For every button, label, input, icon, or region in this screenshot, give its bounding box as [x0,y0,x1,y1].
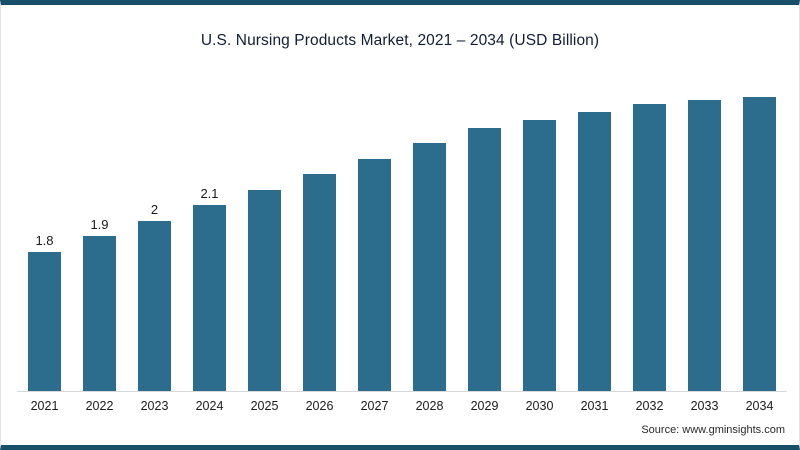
bar-value-label: 2.1 [200,186,219,201]
bar-value-label: 1.9 [90,217,109,232]
source-attribution: Source: www.gminsights.com [641,424,785,436]
bar-column: 1.8 [17,232,72,391]
x-axis-label: 2030 [525,399,554,413]
bar [358,158,391,391]
bar [633,104,666,391]
bar [743,96,776,391]
x-axis-label: 2034 [745,399,774,413]
x-axis-label: 2024 [195,399,224,413]
x-axis-label: 2028 [415,399,444,413]
bar [578,112,611,391]
bar-column [567,93,622,391]
bar [468,127,501,391]
bar [248,189,281,391]
bar-value-label: 1.8 [35,232,54,248]
bar-column [512,101,567,391]
bar-column [677,81,732,391]
bar-column [622,85,677,391]
x-axis-label: 2023 [140,399,169,413]
bar-column [732,78,787,391]
bar [523,119,556,391]
bar [28,251,61,391]
bars: 1.8 1.9 2 2.1 [17,75,787,392]
bar-column: 1.9 [72,217,127,391]
bar [193,205,226,391]
x-axis-label: 2022 [85,399,114,413]
bar-column [347,140,402,391]
bar-column [457,109,512,391]
x-axis-label: 2031 [580,399,609,413]
x-axis-label: 2032 [635,399,664,413]
bar [138,220,171,391]
bar-column [292,155,347,391]
bar-column: 2.1 [182,186,237,391]
x-axis-label: 2025 [250,399,279,413]
x-axis-label: 2027 [360,399,389,413]
x-axis-label: 2021 [30,399,59,413]
bar-column: 2 [127,201,182,391]
bar [83,236,116,391]
bar-column [402,124,457,391]
x-axis-label: 2026 [305,399,334,413]
bar-value-label: 2 [150,201,159,217]
bar [303,174,336,391]
x-axis-label: 2029 [470,399,499,413]
bar [413,143,446,391]
chart-area: 1.8 1.9 2 2.1 2021 2022 2023 2024 2025 2026 2027 2… [17,75,787,413]
bar-column [237,171,292,391]
chart-title: U.S. Nursing Products Market, 2021 – 203… [200,32,600,49]
x-axis-label: 2033 [690,399,719,413]
x-axis: 2021 2022 2023 2024 2025 2026 2027 2028 2029 2030… [17,399,787,413]
bar [688,99,721,391]
